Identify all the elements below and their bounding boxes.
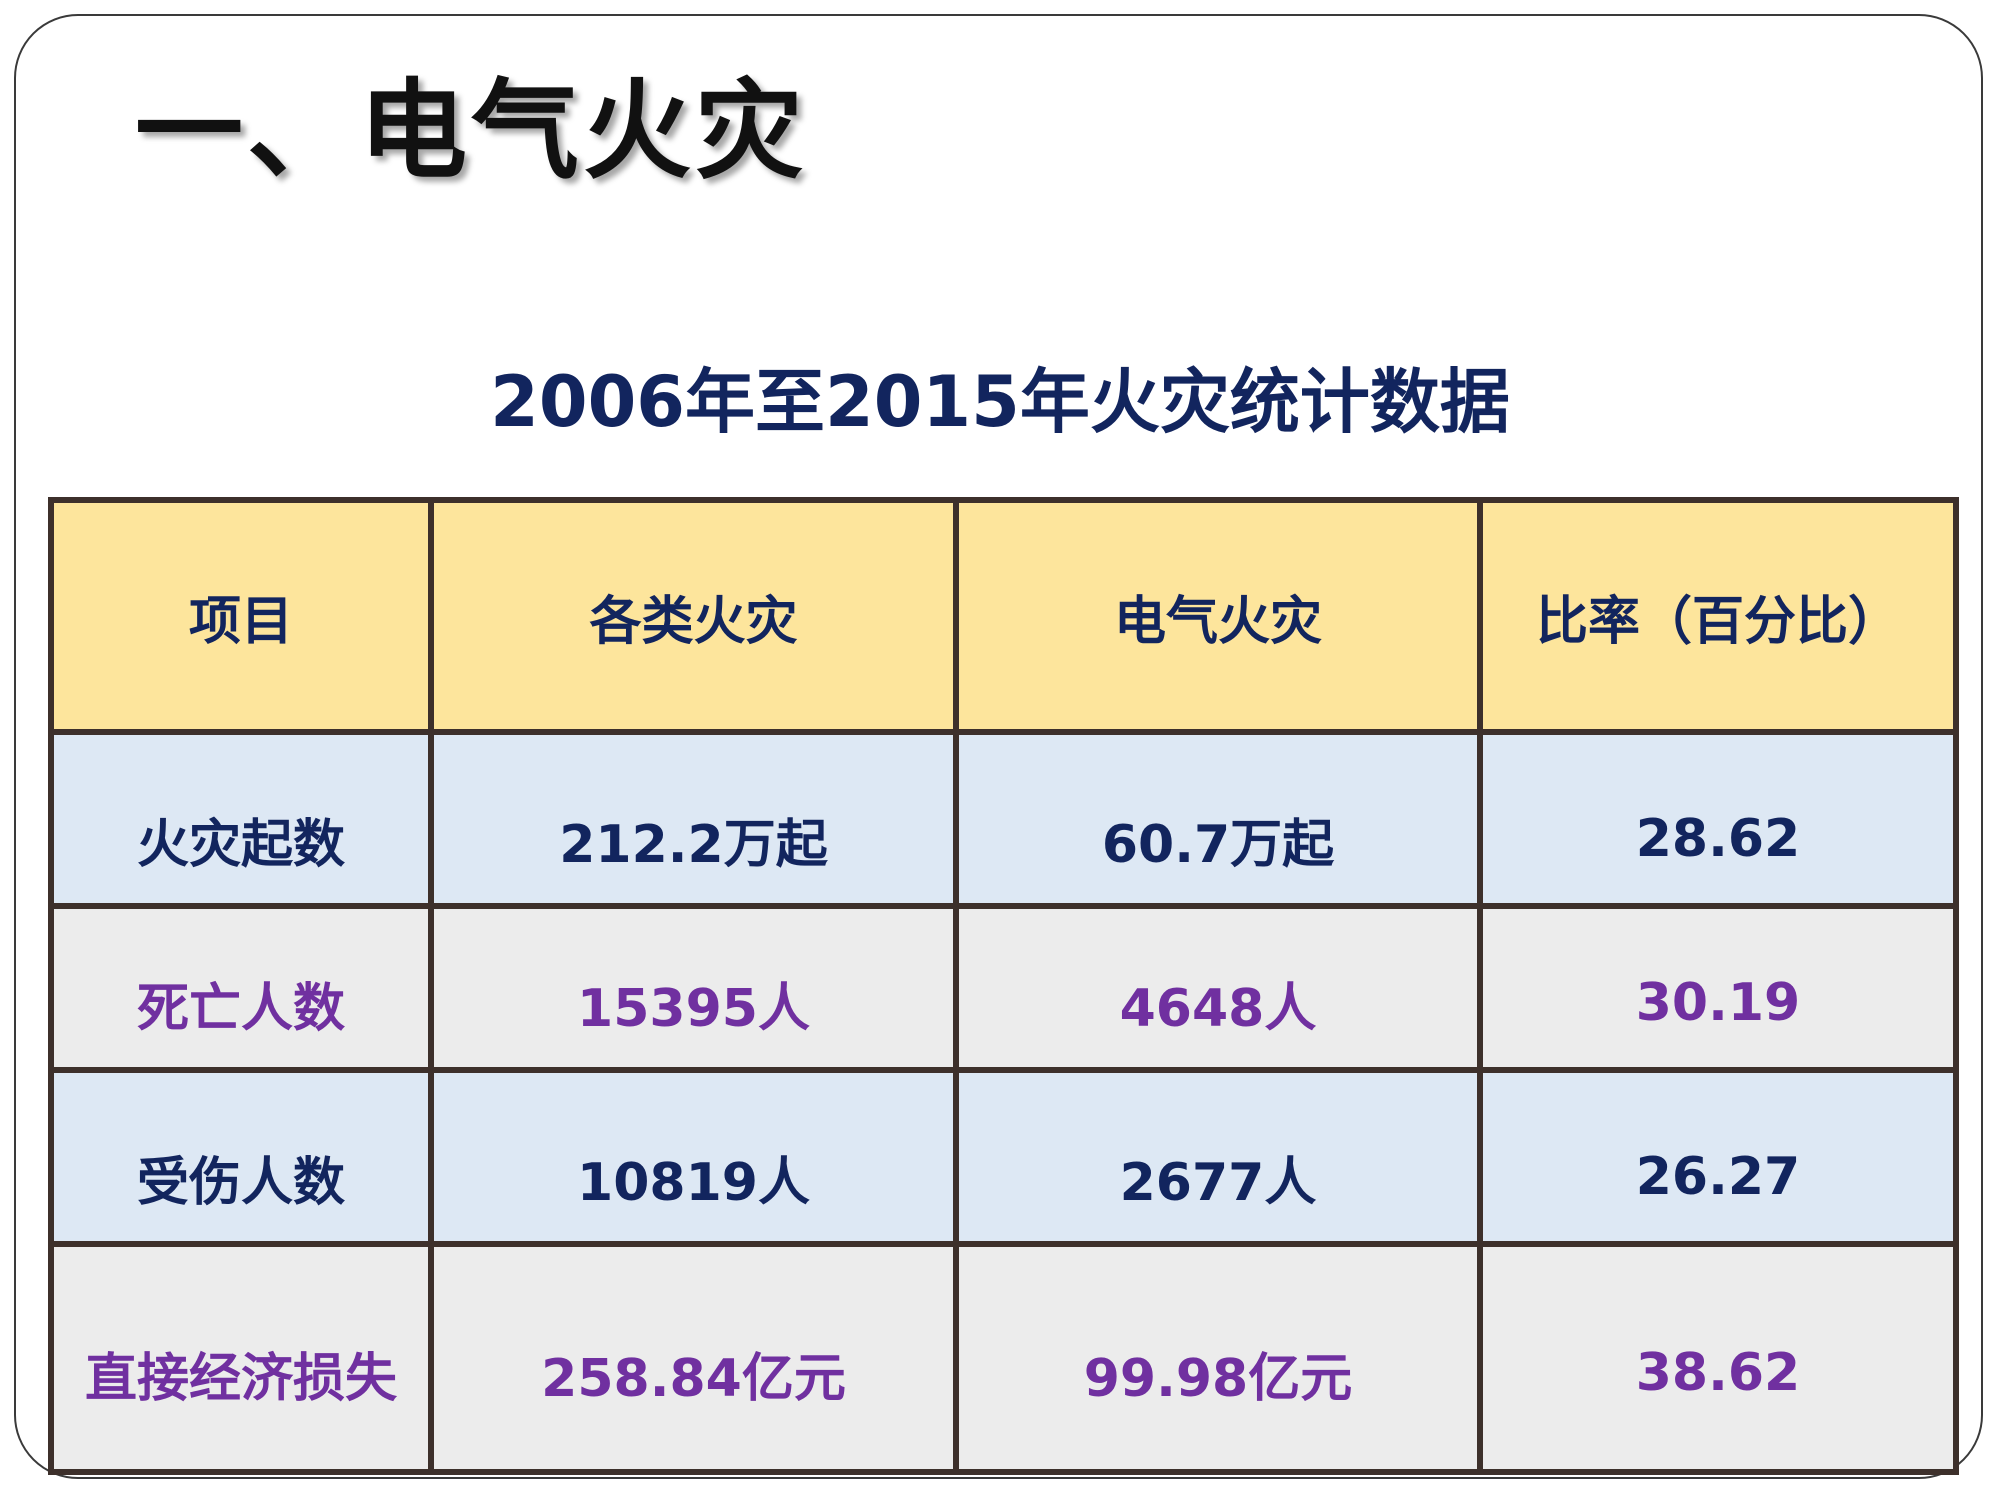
header-cell-electrical-fires: 电气火灾: [953, 497, 1483, 735]
all-fires-value: 212.2万起: [428, 729, 959, 909]
header-cell-item: 项目: [48, 497, 434, 735]
ratio-value: 26.27: [1477, 1067, 1959, 1247]
row-label: 火灾起数: [48, 729, 434, 909]
ratio-value: 30.19: [1477, 903, 1959, 1073]
header-cell-all-fires: 各类火灾: [428, 497, 959, 735]
electrical-fires-value: 4648人: [953, 903, 1483, 1073]
table-header-row: 项目 各类火灾 电气火灾 比率（百分比）: [48, 497, 1959, 735]
table-row: 死亡人数 15395人 4648人 30.19: [48, 903, 1959, 1073]
table-row: 直接经济损失 258.84亿元 99.98亿元 38.62: [48, 1241, 1959, 1475]
header-cell-ratio: 比率（百分比）: [1477, 497, 1959, 735]
electrical-fires-value: 2677人: [953, 1067, 1483, 1247]
electrical-fires-value: 99.98亿元: [953, 1241, 1483, 1475]
row-label: 直接经济损失: [48, 1241, 434, 1475]
table-caption: 2006年至2015年火灾统计数据: [490, 361, 1510, 443]
all-fires-value: 10819人: [428, 1067, 959, 1247]
ratio-value: 38.62: [1477, 1241, 1959, 1475]
electrical-fires-value: 60.7万起: [953, 729, 1483, 909]
row-label: 死亡人数: [48, 903, 434, 1073]
all-fires-value: 15395人: [428, 903, 959, 1073]
table-row: 火灾起数 212.2万起 60.7万起 28.62: [48, 729, 1959, 909]
ratio-value: 28.62: [1477, 729, 1959, 909]
table-row: 受伤人数 10819人 2677人 26.27: [48, 1067, 1959, 1247]
fire-statistics-table: 项目 各类火灾 电气火灾 比率（百分比） 火灾起数 212.2万起 60.7万起…: [48, 497, 1959, 1475]
row-label: 受伤人数: [48, 1067, 434, 1247]
slide-title: 一、电气火灾: [135, 69, 808, 194]
all-fires-value: 258.84亿元: [428, 1241, 959, 1475]
